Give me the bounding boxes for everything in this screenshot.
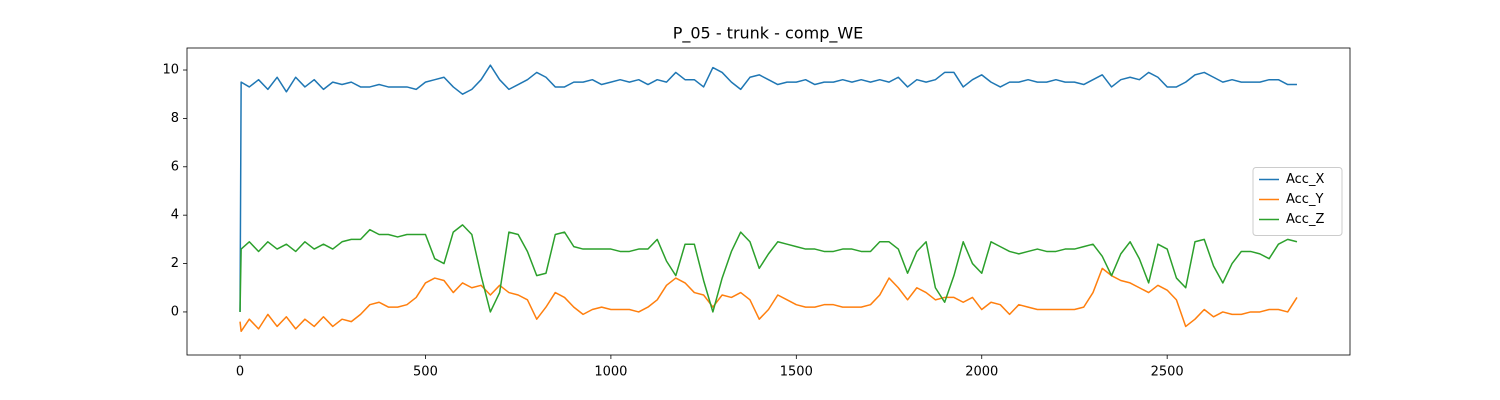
x-tick-label: 0 [236,365,244,380]
y-tick-label: 10 [162,63,179,78]
x-tick-label: 2500 [1151,365,1184,380]
x-tick-label: 1500 [780,365,813,380]
x-tick-label: 1000 [594,365,627,380]
y-tick-label: 2 [171,256,179,271]
y-tick-label: 0 [171,304,179,319]
y-tick-label: 8 [171,111,179,126]
series-line [239,64,1297,312]
chart-title: P_05 - trunk - comp_WE [673,24,864,44]
legend-box [1252,167,1343,236]
legend-label: Acc_Y [1286,192,1323,207]
legend-label: Acc_X [1286,172,1324,187]
y-tick-label: 4 [171,208,179,223]
plot-frame [186,47,1351,356]
legend: Acc_X Acc_Y Acc_Z [1252,167,1343,236]
series-line [239,267,1298,333]
legend-label: Acc_Z [1286,212,1324,227]
x-tick-label: 500 [413,365,438,380]
y-tick-label: 6 [171,159,179,174]
x-tick-label: 2000 [965,365,998,380]
series-line [239,224,1298,313]
